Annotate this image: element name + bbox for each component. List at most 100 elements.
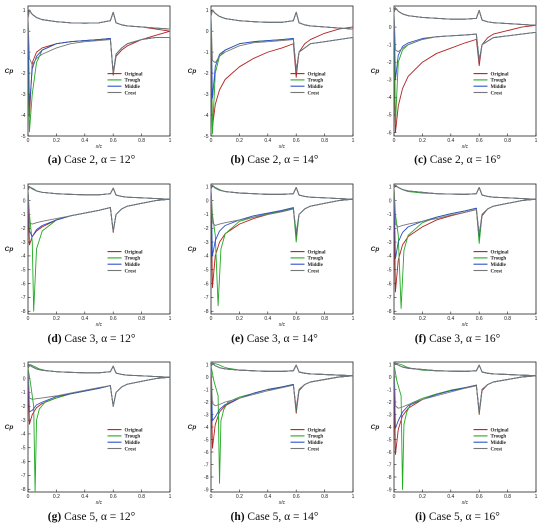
legend-label: Middle bbox=[125, 441, 141, 446]
legend-label: Middle bbox=[308, 263, 324, 268]
y-tick-label: -7 bbox=[204, 462, 209, 468]
caption-text: Case 5, α = 12° bbox=[61, 511, 136, 523]
y-tick-label: -1 bbox=[387, 42, 392, 48]
y-tick-label: 0 bbox=[206, 29, 209, 35]
caption-text: Case 3, α = 12° bbox=[61, 333, 136, 345]
series-line-crest bbox=[27, 364, 171, 407]
legend-label: Trough bbox=[125, 79, 141, 84]
x-tick-label: 0.8 bbox=[138, 494, 145, 500]
x-tick-label: 0.6 bbox=[293, 494, 300, 500]
y-tick-label: 1 bbox=[206, 185, 209, 191]
y-axis-label: Cp bbox=[188, 246, 197, 253]
series-line-crest bbox=[27, 186, 171, 232]
y-tick-label: 1 bbox=[389, 185, 392, 191]
y-axis-label: Cp bbox=[5, 246, 14, 253]
x-tick-label: 0.2 bbox=[236, 138, 243, 144]
x-tick-label: 0.2 bbox=[53, 138, 60, 144]
plot-frame bbox=[27, 183, 171, 315]
legend-label: Original bbox=[491, 250, 510, 255]
y-tick-label: 1 bbox=[23, 185, 26, 191]
x-tick-label: 0.4 bbox=[447, 316, 454, 322]
y-tick-label: -4 bbox=[387, 425, 392, 431]
y-tick-label: -1 bbox=[387, 212, 392, 218]
y-tick-label: -5 bbox=[204, 437, 209, 443]
y-tick-label: -8 bbox=[387, 475, 392, 481]
y-tick-label: 0 bbox=[23, 29, 26, 35]
y-tick-label: -3 bbox=[21, 418, 26, 424]
x-tick-label: 0.8 bbox=[504, 138, 511, 144]
y-tick-label: -9 bbox=[387, 487, 392, 493]
y-tick-label: -5 bbox=[204, 268, 209, 274]
x-tick-label: 0.2 bbox=[419, 138, 426, 144]
y-tick-label: 0 bbox=[23, 198, 26, 204]
x-tick-label: 0.4 bbox=[264, 316, 271, 322]
y-tick-label: 0 bbox=[206, 375, 209, 381]
y-tick-label: -5 bbox=[204, 134, 209, 140]
legend-label: Trough bbox=[491, 435, 507, 440]
y-tick-label: -1 bbox=[21, 390, 26, 396]
legend-label: Middle bbox=[491, 263, 507, 268]
y-tick-label: -1 bbox=[387, 387, 392, 393]
caption-text: Case 5, α = 16° bbox=[425, 511, 500, 523]
y-tick-label: -8 bbox=[21, 309, 26, 315]
legend-label: Middle bbox=[125, 263, 141, 268]
y-tick-label: -2 bbox=[204, 71, 209, 77]
x-tick-label: 0 bbox=[393, 138, 396, 144]
legend-label: Original bbox=[125, 250, 144, 255]
y-tick-label: -4 bbox=[21, 113, 26, 119]
panel-g: 0 0.2 0.4 0.6 0.8 1 x/c 1 0 -1 -2 -3 -4 -5 -6 -7 -8 Cp Ori… bbox=[0, 356, 183, 523]
caption-d: (d) Case 3, α = 12° bbox=[0, 333, 183, 345]
caption-label: (c) bbox=[414, 154, 427, 166]
y-tick-label: -6 bbox=[204, 281, 209, 287]
y-tick-label: -3 bbox=[387, 412, 392, 418]
caption-g: (g) Case 5, α = 12° bbox=[0, 511, 183, 523]
caption-label: (i) bbox=[415, 511, 426, 523]
y-axis-label: Cp bbox=[371, 424, 380, 431]
series-line-original bbox=[27, 186, 171, 246]
x-tick-label: 0 bbox=[393, 494, 396, 500]
x-tick-label: 0.6 bbox=[110, 494, 117, 500]
caption-h: (h) Case 5, α = 14° bbox=[183, 511, 366, 523]
chart-d: 0 0.2 0.4 0.6 0.8 1 x/c 1 0 -1 -2 -3 -4 -5 -6 -7 -8 Cp Ori… bbox=[5, 183, 172, 328]
series-line-original bbox=[393, 184, 537, 293]
x-tick-label: 0.8 bbox=[138, 316, 145, 322]
caption-label: (d) bbox=[47, 333, 62, 345]
y-tick-label: -6 bbox=[21, 281, 26, 287]
series-line-middle bbox=[393, 362, 537, 429]
x-tick-label: 0.2 bbox=[53, 316, 60, 322]
y-axis-label: Cp bbox=[5, 68, 14, 75]
y-tick-label: -1 bbox=[21, 212, 26, 218]
series-line-trough bbox=[393, 362, 537, 490]
y-axis-label: Cp bbox=[371, 246, 380, 253]
caption-label: (b) bbox=[230, 154, 245, 166]
legend-label: Original bbox=[308, 250, 327, 255]
series-line-crest bbox=[393, 362, 537, 412]
y-tick-label: -4 bbox=[204, 254, 209, 260]
x-tick-label: 0 bbox=[210, 138, 213, 144]
x-axis-label: x/c bbox=[278, 144, 286, 150]
plot-frame bbox=[210, 183, 354, 315]
y-tick-label: -5 bbox=[387, 113, 392, 119]
y-tick-label: -6 bbox=[204, 450, 209, 456]
legend-label: Crest bbox=[491, 447, 503, 452]
x-tick-label: 0.6 bbox=[110, 316, 117, 322]
y-axis-label: Cp bbox=[188, 68, 197, 75]
y-tick-label: 1 bbox=[389, 7, 392, 13]
caption-text: Case 2, α = 12° bbox=[61, 154, 136, 166]
legend-label: Crest bbox=[308, 91, 320, 96]
series-line-original bbox=[210, 184, 354, 289]
plot-frame bbox=[210, 361, 354, 493]
y-tick-label: -7 bbox=[204, 295, 209, 301]
caption-b: (b) Case 2, α = 14° bbox=[183, 154, 366, 166]
x-axis-label: x/c bbox=[461, 144, 469, 150]
y-tick-label: -8 bbox=[204, 475, 209, 481]
x-axis-label: x/c bbox=[95, 322, 103, 328]
y-tick-label: -6 bbox=[387, 450, 392, 456]
series-line-middle bbox=[27, 186, 171, 237]
panel-e: 0 0.2 0.4 0.6 0.8 1 x/c 1 0 -1 -2 -3 -4 -5 -6 -7 -8 Cp Ori… bbox=[183, 178, 366, 345]
y-tick-label: -3 bbox=[21, 92, 26, 98]
